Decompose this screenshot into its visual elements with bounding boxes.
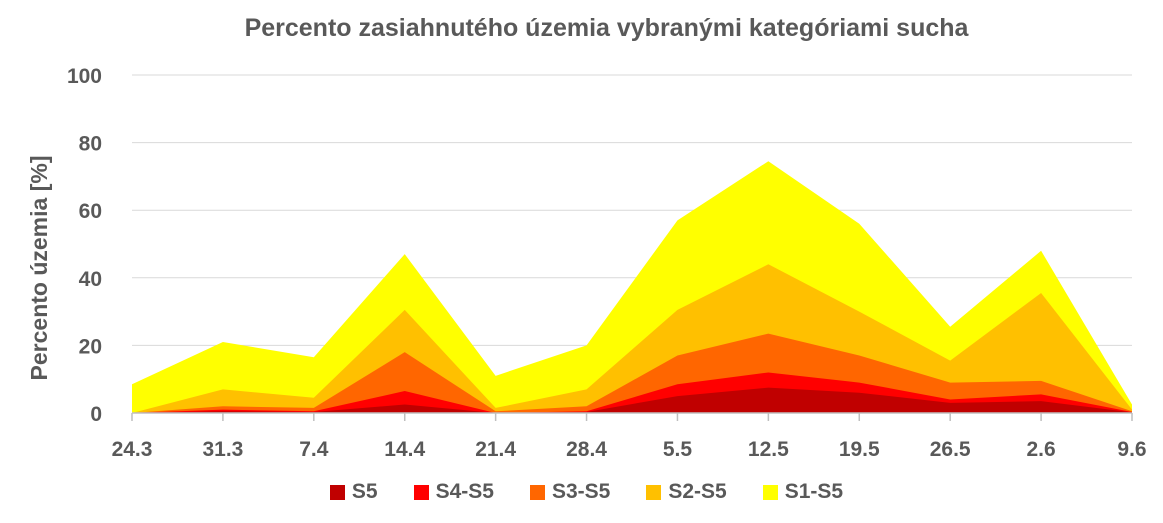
legend-swatch — [413, 484, 429, 500]
legend-label: S5 — [351, 480, 378, 503]
series-areas — [132, 161, 1132, 413]
y-axis-label: Percento územia [%] — [26, 156, 52, 381]
y-tick-label: 0 — [90, 403, 102, 426]
y-tick-label: 80 — [79, 133, 102, 156]
y-tick-label: 100 — [67, 65, 102, 88]
legend-swatch — [646, 484, 662, 500]
axes: 0 20 40 60 80 100 24.3 31.3 7.4 14.4 21.4 28.4 5.5 12… — [67, 65, 1147, 461]
x-tick-label: 14.4 — [384, 438, 425, 461]
legend-label: S1-S5 — [784, 480, 844, 503]
legend-item: S1-S5 — [753, 480, 843, 504]
legend-label: S4-S5 — [435, 480, 494, 503]
y-tick-label: 40 — [79, 268, 102, 291]
legend-label: S3-S5 — [551, 480, 611, 503]
legend: S5 S4-S5 S3-S5 S2-S5 S1-S5 — [0, 480, 1163, 504]
x-tick-label: 7.4 — [299, 438, 329, 461]
legend-swatch — [762, 484, 778, 500]
x-tick-label: 21.4 — [475, 438, 516, 461]
legend-swatch — [529, 484, 545, 500]
y-tick-label: 60 — [79, 200, 102, 223]
legend-item: S2-S5 — [636, 480, 727, 504]
x-tick-label: 2.6 — [1026, 438, 1055, 461]
legend-swatch — [329, 484, 345, 500]
x-tick-label: 9.6 — [1117, 438, 1146, 461]
legend-item: S5 — [320, 480, 378, 504]
x-tick-label: 24.3 — [112, 438, 153, 461]
chart-title: Percento zasiahnutého územia vybranými k… — [244, 14, 969, 42]
area-s5 — [132, 387, 1132, 413]
x-tick-label: 31.3 — [202, 438, 243, 461]
x-tick-label: 26.5 — [930, 438, 971, 461]
legend-item: S3-S5 — [520, 480, 610, 504]
x-tick-label: 12.5 — [748, 438, 789, 461]
legend-item: S4-S5 — [404, 480, 494, 504]
x-tick-label: 5.5 — [663, 438, 693, 461]
legend-label: S2-S5 — [668, 480, 727, 503]
x-tick-label: 19.5 — [839, 438, 880, 461]
y-tick-label: 20 — [79, 335, 102, 358]
x-tick-label: 28.4 — [566, 438, 607, 461]
